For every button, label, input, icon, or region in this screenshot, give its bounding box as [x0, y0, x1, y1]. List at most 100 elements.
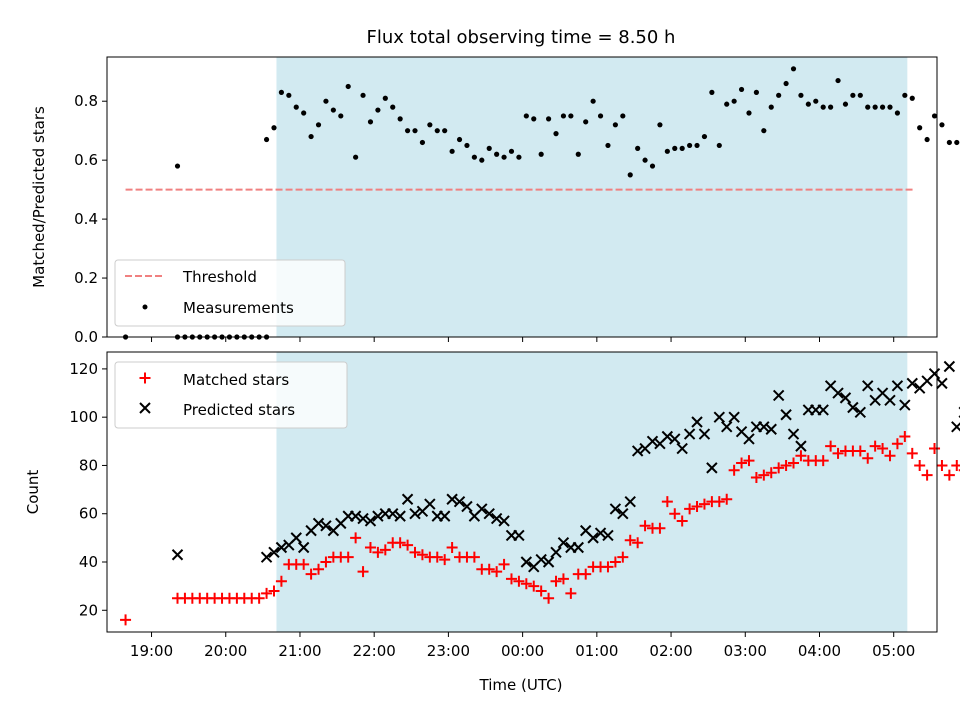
data-point: [854, 406, 867, 419]
data-point: [550, 575, 562, 587]
data-point: [568, 113, 574, 119]
data-point: [479, 157, 485, 163]
data-point: [494, 151, 500, 157]
data-point: [842, 101, 849, 107]
data-point: [872, 104, 878, 110]
data-point: [939, 122, 945, 128]
data-point: [308, 133, 314, 140]
data-point: [560, 113, 567, 119]
data-point: [632, 537, 644, 549]
data-point: [761, 128, 767, 134]
data-point: [367, 119, 374, 125]
data-point: [409, 508, 421, 520]
x-tick-label: 20:00: [204, 642, 247, 660]
data-point: [382, 95, 388, 101]
data-point: [120, 614, 132, 626]
data-point: [397, 116, 403, 122]
top-legend-box: [114, 259, 346, 327]
data-point: [854, 445, 866, 457]
data-point: [931, 113, 938, 119]
data-point: [550, 546, 562, 559]
data-point: [765, 423, 777, 435]
y-tick-label: 0.2: [74, 269, 98, 287]
data-point: [839, 392, 852, 404]
data-point: [364, 515, 377, 527]
data-point: [605, 142, 611, 149]
data-point: [946, 139, 952, 146]
figure-title: Flux total observing time = 8.50 h: [367, 27, 676, 48]
data-point: [394, 510, 406, 522]
data-point: [820, 104, 826, 110]
data-point: [320, 556, 332, 568]
data-point: [456, 136, 463, 143]
y-tick-label: 100: [69, 408, 98, 426]
data-point: [884, 394, 896, 406]
data-point: [490, 512, 503, 525]
data-point: [884, 450, 896, 462]
data-point: [906, 447, 918, 459]
data-point: [476, 503, 488, 515]
data-point: [676, 515, 688, 527]
data-point: [676, 442, 688, 455]
series-predicted-stars: [171, 360, 960, 573]
data-point: [891, 438, 903, 450]
top-panel: 0.0 0.2 0.4 0.6 0.8: [74, 56, 960, 346]
data-point: [954, 139, 960, 146]
data-point: [758, 469, 770, 481]
data-point: [583, 119, 589, 125]
data-point: [713, 411, 726, 423]
y-tick-label: 0.8: [74, 92, 98, 110]
legend-predicted-swatch: [139, 402, 151, 414]
data-point: [865, 104, 871, 110]
bottom-legend: Matched stars Predicted stars: [114, 361, 348, 429]
data-point: [535, 585, 547, 597]
data-point: [765, 467, 777, 479]
data-point: [453, 495, 466, 508]
data-point: [701, 133, 708, 140]
x-tick-label: 22:00: [353, 642, 396, 660]
data-point: [401, 493, 414, 505]
data-point: [505, 573, 517, 585]
legend-measurements-label: Measurements: [183, 299, 294, 317]
x-tick-label: 04:00: [798, 642, 841, 660]
x-tick-label: 01:00: [575, 642, 618, 660]
data-point: [301, 110, 307, 116]
data-point: [372, 510, 384, 522]
data-point: [612, 122, 618, 128]
data-point: [434, 128, 440, 134]
data-point: [513, 529, 525, 542]
data-point: [921, 469, 933, 481]
data-point: [402, 539, 414, 551]
data-point: [679, 145, 685, 151]
data-point: [728, 464, 740, 476]
data-point: [290, 532, 302, 544]
data-point: [698, 498, 710, 510]
data-point: [330, 107, 336, 113]
data-point: [446, 493, 458, 505]
data-point: [345, 83, 351, 90]
data-point: [431, 551, 443, 563]
top-legend: Threshold Measurements: [114, 259, 346, 327]
data-point: [438, 510, 451, 522]
data-point: [850, 92, 856, 98]
bottom-y-axis-label: Count: [24, 470, 42, 515]
data-point: [617, 551, 629, 563]
x-tick-label: 21:00: [278, 642, 321, 660]
data-point: [862, 452, 874, 464]
data-point: [620, 113, 626, 119]
data-point: [706, 462, 718, 474]
data-point: [315, 122, 322, 128]
data-point: [483, 508, 495, 520]
data-point: [902, 92, 908, 98]
data-point: [498, 515, 510, 527]
data-point: [486, 145, 492, 151]
y-tick-label: 80: [79, 456, 98, 474]
data-point: [951, 421, 960, 433]
top-y-axis-label: Matched/Predicted stars: [30, 106, 48, 288]
data-point: [531, 116, 537, 122]
data-point: [728, 411, 740, 423]
data-point: [275, 541, 288, 554]
data-point: [353, 154, 359, 160]
data-point: [780, 409, 792, 421]
data-point: [575, 151, 581, 157]
